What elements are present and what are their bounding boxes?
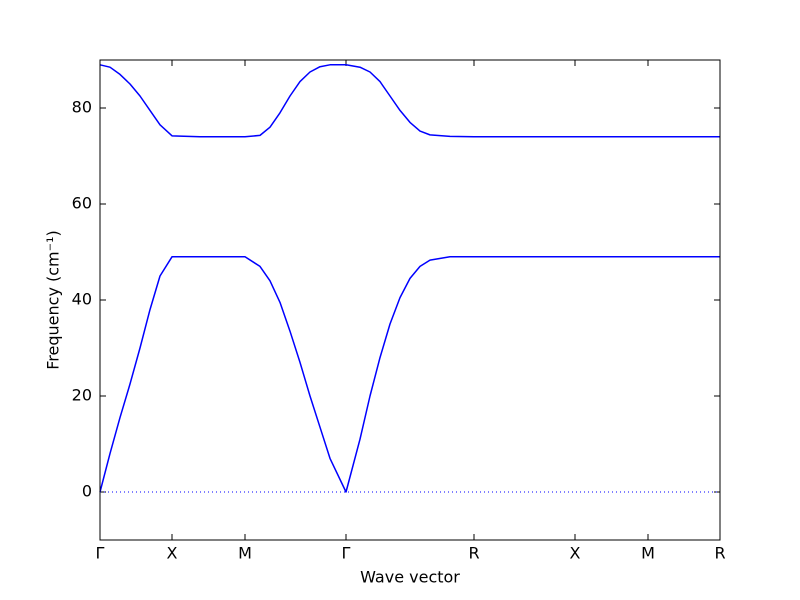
- y-tick-label: 20: [72, 386, 92, 405]
- x-tick-label: M: [641, 544, 655, 563]
- y-tick-label: 0: [82, 482, 92, 501]
- x-tick-label: M: [238, 544, 252, 563]
- y-tick-label: 80: [72, 98, 92, 117]
- y-axis-label: Frequency (cm⁻¹): [44, 230, 63, 369]
- band-line: [99, 64, 720, 138]
- y-tick-label: 60: [72, 194, 92, 213]
- x-tick-label: R: [468, 544, 479, 563]
- y-tick-label: 40: [72, 290, 92, 309]
- x-axis-label: Wave vector: [360, 568, 460, 587]
- plot-frame: [99, 59, 721, 541]
- x-tick-label: X: [167, 544, 178, 563]
- x-tick-label: Γ: [342, 544, 351, 563]
- x-tick-label: Γ: [96, 544, 105, 563]
- x-tick-label: X: [570, 544, 581, 563]
- band-line: [99, 256, 720, 493]
- x-tick-label: R: [714, 544, 725, 563]
